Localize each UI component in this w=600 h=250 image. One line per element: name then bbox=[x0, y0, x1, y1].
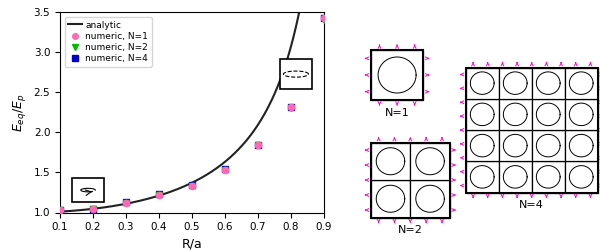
Bar bbox=[532, 99, 565, 130]
numeric, N=2 bbox=[221, 168, 229, 172]
numeric, N=4 bbox=[287, 106, 295, 108]
Bar bbox=[371, 142, 410, 180]
Bar bbox=[499, 99, 532, 130]
Bar bbox=[466, 99, 499, 130]
numeric, N=1 bbox=[56, 208, 64, 212]
Bar bbox=[499, 130, 532, 161]
Bar bbox=[371, 142, 450, 218]
numeric, N=4 bbox=[320, 16, 328, 20]
analytic bbox=[218, 163, 225, 166]
Bar bbox=[371, 50, 424, 100]
Bar bbox=[410, 142, 450, 180]
Bar bbox=[532, 161, 565, 192]
Bar bbox=[466, 161, 499, 192]
Bar bbox=[466, 130, 499, 161]
numeric, N=1 bbox=[89, 207, 97, 210]
Bar bbox=[466, 68, 499, 99]
numeric, N=1 bbox=[122, 202, 130, 204]
Line: numeric, N=1: numeric, N=1 bbox=[57, 15, 327, 213]
numeric, N=1 bbox=[155, 194, 163, 196]
numeric, N=4 bbox=[89, 207, 97, 210]
Text: N=1: N=1 bbox=[385, 108, 409, 118]
numeric, N=1 bbox=[320, 16, 328, 20]
analytic bbox=[296, 10, 303, 13]
Text: N=4: N=4 bbox=[519, 200, 544, 210]
numeric, N=1 bbox=[287, 106, 295, 108]
Bar bbox=[532, 130, 565, 161]
numeric, N=2 bbox=[155, 194, 163, 196]
numeric, N=2 bbox=[254, 144, 262, 147]
numeric, N=1 bbox=[188, 184, 196, 188]
numeric, N=1 bbox=[254, 144, 262, 147]
analytic bbox=[57, 210, 64, 213]
numeric, N=4 bbox=[56, 208, 64, 212]
analytic bbox=[56, 210, 64, 213]
Bar bbox=[466, 68, 598, 192]
Text: N=2: N=2 bbox=[398, 225, 423, 235]
numeric, N=2 bbox=[320, 19, 328, 22]
Bar bbox=[565, 99, 598, 130]
numeric, N=2 bbox=[89, 207, 97, 210]
Bar bbox=[410, 180, 450, 218]
numeric, N=2 bbox=[188, 184, 196, 188]
analytic bbox=[279, 72, 286, 75]
Bar bbox=[280, 59, 311, 89]
Bar bbox=[565, 68, 598, 99]
Bar bbox=[565, 161, 598, 192]
Bar bbox=[499, 161, 532, 192]
Y-axis label: $E_{eq}/E_p$: $E_{eq}/E_p$ bbox=[11, 93, 28, 132]
numeric, N=2 bbox=[56, 208, 64, 212]
analytic bbox=[214, 166, 221, 169]
numeric, N=4 bbox=[188, 184, 196, 187]
Line: numeric, N=2: numeric, N=2 bbox=[57, 17, 327, 213]
numeric, N=2 bbox=[122, 202, 130, 204]
Bar bbox=[371, 50, 424, 100]
numeric, N=4 bbox=[122, 200, 130, 203]
numeric, N=4 bbox=[254, 144, 262, 147]
Line: numeric, N=4: numeric, N=4 bbox=[57, 15, 327, 213]
Bar bbox=[499, 68, 532, 99]
Bar bbox=[371, 180, 410, 218]
Bar bbox=[73, 178, 104, 202]
Line: analytic: analytic bbox=[60, 0, 324, 212]
analytic bbox=[212, 167, 220, 170]
numeric, N=1 bbox=[221, 168, 229, 172]
X-axis label: R/a: R/a bbox=[182, 238, 202, 250]
numeric, N=4 bbox=[155, 192, 163, 196]
Bar bbox=[532, 68, 565, 99]
numeric, N=2 bbox=[287, 107, 295, 110]
numeric, N=4 bbox=[221, 168, 229, 171]
Bar bbox=[565, 130, 598, 161]
Legend: analytic, numeric, N=1, numeric, N=2, numeric, N=4: analytic, numeric, N=1, numeric, N=2, nu… bbox=[65, 17, 152, 67]
